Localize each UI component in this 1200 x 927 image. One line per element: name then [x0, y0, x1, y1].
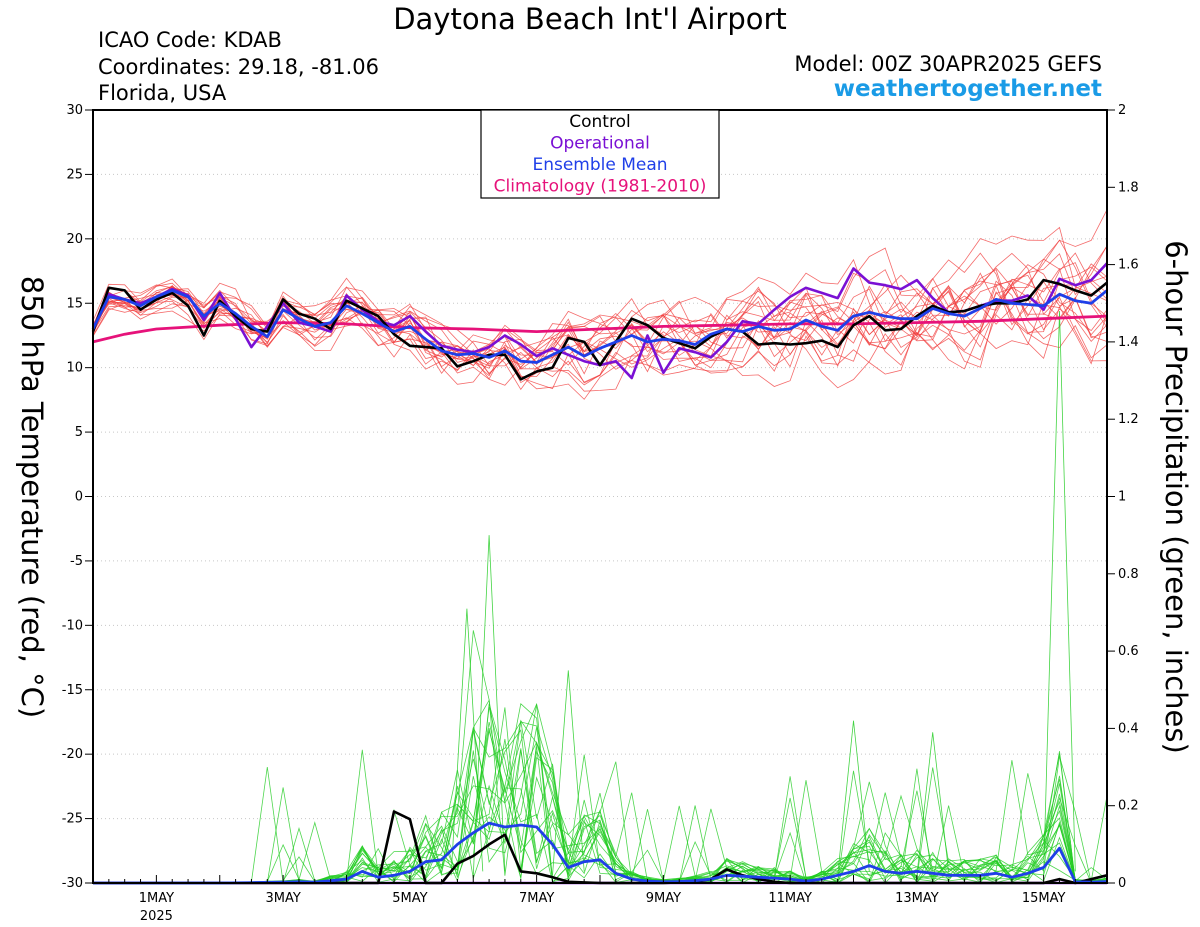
temperature-member-line [92, 280, 1108, 374]
right-tick-label: 1.4 [1118, 335, 1139, 350]
left-tick-label: -25 [62, 812, 83, 827]
left-tick-label: 20 [66, 232, 83, 247]
page-title: Daytona Beach Int'l Airport [393, 2, 787, 36]
temperature-member-line [92, 258, 1108, 375]
x-tick-sublabel: 2025 [140, 909, 173, 924]
temperature-member-line [92, 274, 1108, 392]
axes: 302520151050-5-10-15-20-25-3021.81.61.41… [62, 103, 1139, 924]
legend-entry: Control [569, 112, 630, 132]
region: Florida, USA [98, 81, 227, 105]
right-tick-label: 0.8 [1118, 567, 1139, 582]
precipitation-member-spike [837, 720, 870, 876]
left-tick-label: -10 [62, 618, 83, 633]
precipitation-member-spike [472, 535, 506, 876]
left-tick-label: 25 [66, 167, 83, 182]
precipitation-member-spike [450, 608, 484, 876]
grid-lines [93, 109, 1107, 884]
legend-entry: Operational [550, 134, 650, 154]
left-axis-label: 850 hPa Temperature (red, °C) [15, 275, 49, 719]
icao-code: ICAO Code: KDAB [98, 28, 282, 52]
x-tick-label: 9MAY [646, 891, 681, 906]
left-tick-label: -15 [62, 683, 83, 698]
precipitation-member-line [93, 741, 1108, 884]
main-series [91, 262, 1108, 885]
site-link[interactable]: weathertogether.net [833, 76, 1102, 102]
right-tick-label: 2 [1118, 103, 1126, 118]
right-tick-label: 1.2 [1118, 412, 1139, 427]
x-tick-label: 1MAY [139, 891, 174, 906]
left-tick-label: -20 [62, 747, 83, 762]
left-tick-label: 0 [75, 490, 83, 505]
legend-entry: Ensemble Mean [532, 155, 667, 175]
left-tick-label: -5 [70, 554, 83, 569]
left-tick-label: 10 [66, 361, 83, 376]
precipitation-member-line [93, 707, 1108, 884]
x-tick-label: 13MAY [895, 891, 939, 906]
temperature-member-line [92, 266, 1108, 389]
series-line-control-left [91, 278, 1108, 381]
coordinates: Coordinates: 29.18, -81.06 [98, 55, 379, 79]
right-tick-label: 0.4 [1118, 721, 1139, 736]
temperature-member-line [92, 267, 1108, 368]
x-tick-label: 3MAY [265, 891, 300, 906]
precipitation-member-line [93, 699, 1108, 885]
right-tick-label: 0.2 [1118, 799, 1139, 814]
legend-entry: Climatology (1981-2010) [494, 177, 707, 197]
temperature-member-line [92, 245, 1108, 358]
right-tick-label: 0.6 [1118, 644, 1139, 659]
right-tick-label: 1.8 [1118, 180, 1139, 195]
right-tick-label: 1 [1118, 490, 1126, 505]
x-tick-label: 11MAY [768, 891, 812, 906]
right-tick-label: 0 [1118, 876, 1126, 891]
right-axis-label: 6-hour Precipitation (green, inches) [1159, 240, 1193, 754]
left-tick-label: 30 [66, 103, 83, 118]
legend-box [480, 109, 720, 199]
left-tick-label: -30 [62, 876, 83, 891]
left-tick-label: 15 [66, 296, 83, 311]
x-tick-label: 7MAY [519, 891, 554, 906]
precipitation-member-spike [1043, 310, 1076, 876]
left-tick-label: 5 [75, 425, 83, 440]
right-tick-label: 1.6 [1118, 258, 1139, 273]
x-tick-label: 15MAY [1022, 891, 1066, 906]
precipitation-member-spike [552, 670, 585, 876]
temperature-member-line [92, 226, 1108, 400]
x-tick-label: 5MAY [392, 891, 427, 906]
model-label: Model: 00Z 30APR2025 GEFS [794, 52, 1102, 76]
precipitation-member-spike [916, 732, 949, 876]
series-line-ensemble_mean-left [91, 288, 1108, 364]
temperature-member-line [92, 247, 1108, 379]
